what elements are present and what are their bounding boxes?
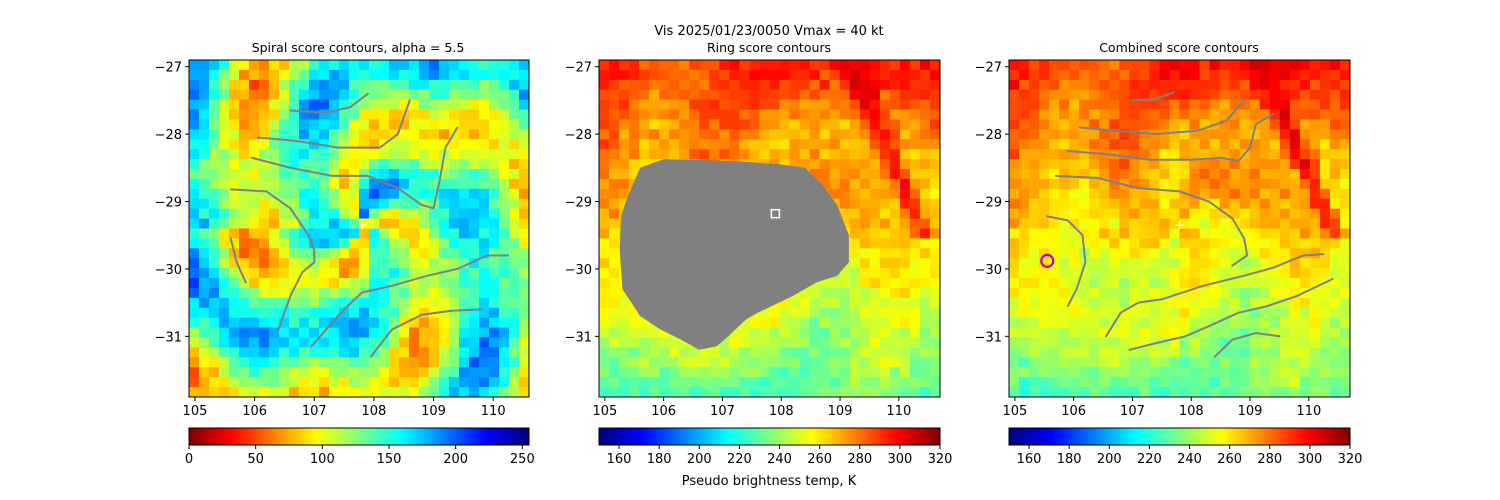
y-tick-label: −31 <box>155 330 182 345</box>
y-tick-label: −29 <box>155 196 182 211</box>
colorbar-tick-label: 100 <box>310 452 335 467</box>
contour-line <box>369 308 483 358</box>
colorbar-tick-label: 200 <box>1097 452 1122 467</box>
contour-line <box>1046 215 1087 307</box>
y-tick-label: −28 <box>155 128 182 143</box>
y-tick-label: −29 <box>975 196 1002 211</box>
y-tick-label: −28 <box>565 128 592 143</box>
spiral-panel: Spiral score contours, alpha = 5.5 105 10… <box>155 40 535 467</box>
colorbar-tick-label: 300 <box>1297 452 1322 467</box>
x-tick-label: 106 <box>651 404 676 419</box>
y-tick-label: −27 <box>565 61 592 76</box>
colorbar-tick-label: 300 <box>887 452 912 467</box>
x-tick-label: 110 <box>481 404 506 419</box>
colorbar <box>598 427 941 446</box>
colorbar-tick-label: 200 <box>687 452 712 467</box>
x-tick-label: 107 <box>302 404 327 419</box>
contour-line <box>289 92 369 114</box>
ring-center-square-marker <box>770 208 781 219</box>
axes-frame <box>188 59 530 398</box>
y-tick-label: −28 <box>975 128 1002 143</box>
x-tick-label: 110 <box>886 404 911 419</box>
colorbar-tick-label: 240 <box>767 452 792 467</box>
figure-suptitle: Vis 2025/01/23/0050 Vmax = 40 kt <box>654 24 883 39</box>
colorbar-tick-label: 200 <box>443 452 468 467</box>
y-tick-label: −27 <box>975 61 1002 76</box>
colorbar-tick-label: 220 <box>727 452 752 467</box>
colorbar-tick-label: 180 <box>647 452 672 467</box>
x-tick-label: 107 <box>1120 404 1145 419</box>
ring-panel-title: Ring score contours <box>707 40 831 55</box>
combined-center-circle-marker <box>1040 253 1055 268</box>
y-tick-label: −31 <box>565 330 592 345</box>
y-tick-label: −27 <box>155 61 182 76</box>
colorbar-tick-label: 250 <box>510 452 535 467</box>
colorbar <box>1008 427 1351 446</box>
ring-score-region <box>619 159 849 350</box>
x-tick-label: 106 <box>1061 404 1086 419</box>
x-tick-label: 105 <box>1002 404 1027 419</box>
contour-line <box>310 254 510 348</box>
x-tick-label: 109 <box>1238 404 1263 419</box>
colorbar-tick-label: 320 <box>1338 452 1363 467</box>
x-tick-label: 108 <box>361 404 386 419</box>
center-cross-marker <box>357 221 366 230</box>
x-tick-label: 109 <box>421 404 446 419</box>
center-cross-marker <box>1175 221 1184 230</box>
colorbar-tick-label: 260 <box>807 452 832 467</box>
x-tick-label: 108 <box>1179 404 1204 419</box>
contour-line <box>1055 174 1249 267</box>
x-tick-label: 107 <box>710 404 735 419</box>
contour-line <box>1131 91 1175 102</box>
ring-panel: Ring score contours 105 106 107 108 109 110 −2… <box>565 40 953 467</box>
contour-line <box>256 99 411 149</box>
colorbar-label: Pseudo brightness temp, K <box>682 474 857 489</box>
colorbar <box>188 427 530 446</box>
colorbar-tick-label: 160 <box>607 452 632 467</box>
contour-line <box>1066 112 1275 163</box>
y-tick-label: −31 <box>975 330 1002 345</box>
heatmap-field <box>189 60 529 397</box>
colorbar-tick-label: 180 <box>1057 452 1082 467</box>
contour-line <box>1078 99 1246 136</box>
colorbar-tick-label: 0 <box>185 452 193 467</box>
colorbar-tick-label: 240 <box>1177 452 1202 467</box>
colorbar-tick-label: 160 <box>1017 452 1042 467</box>
spiral-panel-title: Spiral score contours, alpha = 5.5 <box>252 40 465 55</box>
contour-line <box>1213 332 1281 358</box>
x-tick-label: 105 <box>592 404 617 419</box>
contour-line <box>229 188 316 331</box>
y-tick-label: −30 <box>975 263 1002 278</box>
x-tick-label: 106 <box>242 404 267 419</box>
combined-panel-title: Combined score contours <box>1099 40 1259 55</box>
y-tick-label: −30 <box>155 263 182 278</box>
x-tick-label: 108 <box>769 404 794 419</box>
axes-frame <box>1008 59 1351 398</box>
x-tick-label: 110 <box>1296 404 1321 419</box>
colorbar-tick-label: 50 <box>247 452 264 467</box>
contour-line <box>250 126 459 210</box>
contour-line <box>1128 278 1334 351</box>
colorbar-tick-label: 280 <box>1257 452 1282 467</box>
colorbar-tick-label: 220 <box>1137 452 1162 467</box>
colorbar-tick-label: 280 <box>847 452 872 467</box>
colorbar-tick-label: 320 <box>928 452 953 467</box>
combined-panel: Combined score contours 105 106 107 108 109 1… <box>975 40 1363 467</box>
x-tick-label: 105 <box>183 404 208 419</box>
heatmap-field <box>1009 60 1350 397</box>
y-tick-label: −30 <box>565 263 592 278</box>
colorbar-tick-label: 150 <box>377 452 402 467</box>
contour-line <box>229 237 247 284</box>
contour-line <box>1105 253 1325 338</box>
axes-frame <box>598 59 941 398</box>
y-tick-label: −29 <box>565 196 592 211</box>
x-tick-label: 109 <box>828 404 853 419</box>
colorbar-tick-label: 260 <box>1217 452 1242 467</box>
